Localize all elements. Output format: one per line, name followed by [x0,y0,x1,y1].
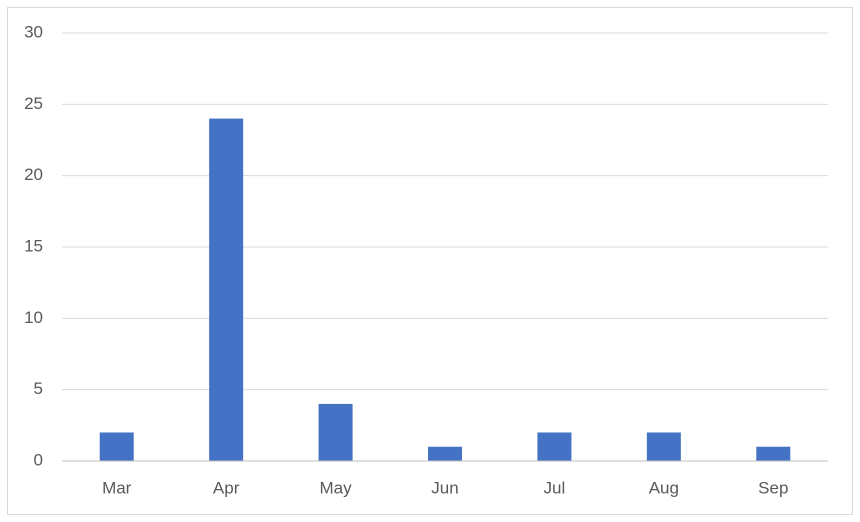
x-tick-label: Jul [544,478,566,497]
bar [99,432,134,461]
x-tick-label: Apr [213,478,240,497]
y-tick-label: 15 [24,236,43,255]
bar [646,432,681,461]
x-tick-label: Mar [102,478,132,497]
x-tick-label: May [320,478,353,497]
y-tick-label: 25 [24,94,43,113]
bar [537,432,572,461]
bar [318,403,353,461]
y-tick-label: 0 [34,450,43,469]
y-tick-label: 30 [24,22,43,41]
x-tick-label: Jun [431,478,458,497]
y-tick-label: 5 [34,379,43,398]
x-tick-label: Sep [758,478,788,497]
bar [756,446,791,461]
bar [428,446,462,461]
y-tick-label: 20 [24,165,43,184]
y-tick-label: 10 [24,308,43,327]
chart-border [7,7,853,515]
bar [209,118,244,461]
x-tick-label: Aug [649,478,679,497]
